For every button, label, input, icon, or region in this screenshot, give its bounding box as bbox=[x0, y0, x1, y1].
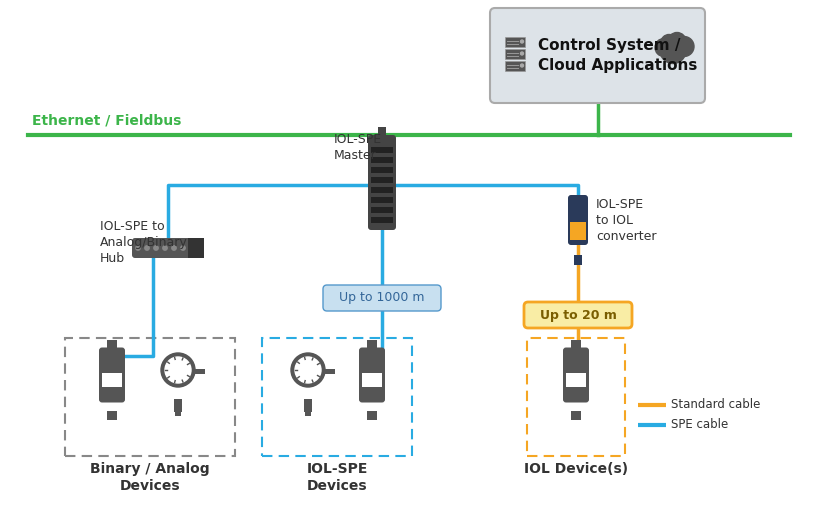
Circle shape bbox=[190, 246, 194, 250]
FancyBboxPatch shape bbox=[568, 195, 588, 245]
Bar bbox=[362, 373, 382, 376]
Bar bbox=[262, 338, 412, 456]
Bar bbox=[566, 373, 586, 387]
FancyBboxPatch shape bbox=[563, 348, 589, 402]
Text: IOL-SPE
to IOL
converter: IOL-SPE to IOL converter bbox=[596, 198, 657, 243]
Circle shape bbox=[668, 33, 686, 50]
Bar bbox=[102, 373, 122, 387]
Bar bbox=[362, 383, 382, 386]
Text: Standard cable: Standard cable bbox=[671, 398, 760, 411]
Bar bbox=[367, 339, 377, 349]
FancyBboxPatch shape bbox=[524, 302, 632, 328]
Bar bbox=[570, 222, 586, 240]
Bar bbox=[362, 378, 382, 381]
Circle shape bbox=[145, 246, 149, 250]
Bar bbox=[325, 369, 335, 374]
Bar bbox=[566, 373, 586, 376]
Bar bbox=[107, 410, 117, 420]
Text: IOL-SPE
Master: IOL-SPE Master bbox=[334, 133, 382, 162]
Circle shape bbox=[521, 52, 523, 55]
Bar bbox=[362, 373, 382, 387]
FancyBboxPatch shape bbox=[490, 8, 705, 103]
Bar bbox=[371, 157, 393, 163]
Text: Up to 20 m: Up to 20 m bbox=[540, 309, 617, 322]
Bar bbox=[367, 410, 377, 420]
Circle shape bbox=[181, 246, 185, 250]
Bar bbox=[371, 177, 393, 183]
Bar bbox=[378, 127, 386, 135]
Bar bbox=[574, 255, 582, 265]
Text: IOL-SPE to
Analog/Binary
Hub: IOL-SPE to Analog/Binary Hub bbox=[100, 220, 188, 265]
Bar bbox=[371, 167, 393, 173]
Bar bbox=[505, 49, 525, 59]
Bar bbox=[505, 36, 525, 47]
Text: Control System /
Cloud Applications: Control System / Cloud Applications bbox=[538, 38, 697, 73]
FancyBboxPatch shape bbox=[368, 135, 396, 230]
Bar bbox=[107, 339, 117, 349]
Circle shape bbox=[521, 64, 523, 67]
FancyBboxPatch shape bbox=[99, 348, 125, 402]
Bar bbox=[188, 238, 204, 258]
Circle shape bbox=[136, 246, 140, 250]
Circle shape bbox=[521, 40, 523, 43]
Text: Up to 1000 m: Up to 1000 m bbox=[339, 292, 425, 305]
Circle shape bbox=[291, 353, 325, 387]
Text: Ethernet / Fieldbus: Ethernet / Fieldbus bbox=[32, 113, 181, 127]
FancyBboxPatch shape bbox=[132, 238, 204, 258]
Circle shape bbox=[660, 37, 686, 64]
Circle shape bbox=[674, 36, 694, 56]
Circle shape bbox=[154, 246, 158, 250]
Bar bbox=[174, 399, 182, 412]
Bar bbox=[571, 339, 581, 349]
Circle shape bbox=[172, 246, 176, 250]
FancyBboxPatch shape bbox=[359, 348, 385, 402]
Text: SPE cable: SPE cable bbox=[671, 419, 728, 431]
Bar bbox=[505, 61, 525, 70]
Bar bbox=[566, 378, 586, 381]
Text: Binary / Analog
Devices: Binary / Analog Devices bbox=[90, 462, 210, 493]
Circle shape bbox=[165, 357, 191, 383]
Bar bbox=[175, 407, 181, 416]
Bar bbox=[574, 195, 582, 205]
Bar bbox=[566, 383, 586, 386]
Circle shape bbox=[161, 353, 195, 387]
Bar bbox=[102, 373, 122, 376]
Bar bbox=[195, 369, 205, 374]
Bar bbox=[102, 378, 122, 381]
Bar bbox=[371, 187, 393, 193]
Circle shape bbox=[295, 357, 321, 383]
Text: IOL Device(s): IOL Device(s) bbox=[524, 462, 628, 476]
Bar bbox=[102, 383, 122, 386]
Bar bbox=[305, 407, 311, 416]
Bar bbox=[371, 207, 393, 213]
Bar bbox=[371, 197, 393, 203]
Bar bbox=[304, 399, 312, 412]
Bar bbox=[371, 147, 393, 153]
Bar bbox=[527, 338, 625, 456]
Circle shape bbox=[655, 38, 673, 56]
Bar bbox=[371, 217, 393, 223]
Circle shape bbox=[163, 246, 167, 250]
FancyBboxPatch shape bbox=[323, 285, 441, 311]
Bar bbox=[65, 338, 235, 456]
Text: IOL-SPE
Devices: IOL-SPE Devices bbox=[306, 462, 368, 493]
Bar bbox=[571, 410, 581, 420]
Circle shape bbox=[661, 35, 677, 50]
